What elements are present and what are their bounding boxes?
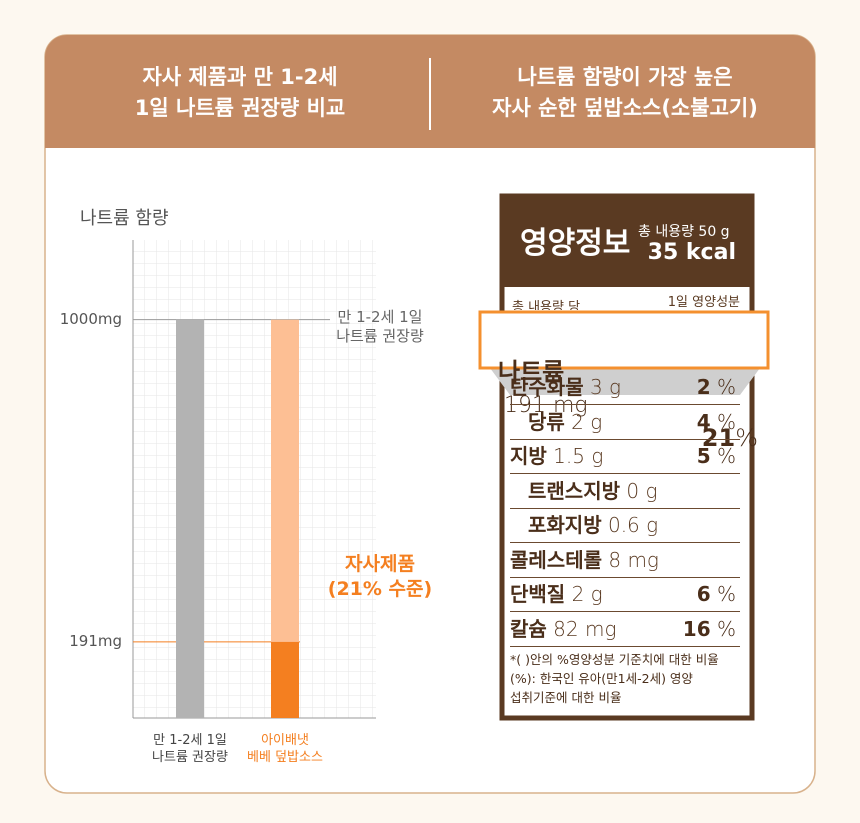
nutrient-name: 당류 [528, 409, 565, 434]
col-right: 1일 영양성분 [667, 295, 740, 310]
nutrient-name: 포화지방 [528, 513, 602, 537]
nutrient-amount: 8 mg [608, 547, 659, 572]
highlight-box [478, 310, 770, 370]
nutrient-percent: 16 [682, 616, 711, 641]
highlight-row: 나트륨 191 mg 21% [498, 324, 758, 454]
nutrient-row: 칼슘 82 mg 16 % [510, 612, 740, 647]
nutrient-row: 지방 1.5 g 5 % [510, 439, 740, 474]
nutrient-row: 탄수화물 3 g 2 % [510, 370, 740, 405]
nutrient-name: 트랜스지방 [528, 478, 620, 503]
highlight-shadow [490, 368, 760, 395]
highlight-unit: % [735, 424, 758, 452]
nutrition-kcal: 35 kcal [647, 240, 736, 265]
nutrient-amount: 1.5 g [553, 444, 604, 468]
bar [271, 641, 299, 718]
nutrient-row: 당류 2 g 4 % [510, 405, 740, 440]
x-tick-label: 아이배냇 베베 덮밥소스 [247, 733, 323, 765]
nutrient-name: 콜레스테롤 [510, 547, 602, 572]
nutrient-percent-wrap: 5 % [697, 439, 736, 473]
annotation: 만 1-2세 1일 나트륨 권장량 [336, 307, 424, 345]
footnote: *( )안의 %영양성분 기준치에 대한 비율 (%): 한국인 유아(만1세-… [510, 652, 719, 705]
nutrient-percent: 4 [696, 409, 711, 434]
nutrient-unit: % [716, 582, 736, 606]
nutrient-row: 콜레스테롤 8 mg [510, 543, 740, 578]
highlight-percent: 21 [701, 424, 736, 452]
y-label: 나트륨 함량 [80, 208, 169, 229]
nutrient-amount: 0.6 g [607, 513, 659, 537]
nutrient-percent-wrap: 6 % [697, 577, 736, 611]
nutrient-amount: 0 g [626, 478, 658, 503]
nutrient-name: 탄수화물 [510, 375, 584, 399]
header-right: 나트륨 함량이 가장 높은 자사 순한 덮밥소스(소불고기) [492, 65, 758, 120]
header-left: 자사 제품과 만 1-2세 1일 나트륨 권장량 비교 [134, 65, 346, 120]
nutrient-name: 단백질 [510, 582, 566, 606]
nutrient-percent: 2 [696, 375, 711, 399]
col-left: 총 내용량 당 [512, 300, 581, 310]
nutrient-percent-wrap: 2 % [697, 370, 736, 404]
nutrient-row: 단백질 2 g 6 % [510, 577, 740, 612]
nutrient-amount: 82 mg [553, 616, 617, 641]
nutrient-unit: % [716, 409, 736, 434]
nutrient-percent-wrap: 16 % [683, 612, 736, 646]
nutrient-unit: % [716, 444, 736, 468]
nutrient-percent: 6 [696, 582, 711, 606]
nutrient-unit: % [716, 616, 736, 641]
highlight-amount: 191 mg [504, 393, 588, 418]
annotation: 자사제품 (21% 수준) [327, 552, 433, 600]
nutrient-percent-wrap: 4 % [697, 405, 736, 439]
nutrient-name: 칼슘 [510, 616, 547, 641]
nutrient-row: 트랜스지방 0 g [510, 474, 740, 509]
y-tick-label: 191mg [69, 631, 122, 650]
nutrient-percent: 5 [696, 444, 711, 468]
nutrient-amount: 2 g [571, 582, 603, 606]
highlight-name: 나트륨 [498, 358, 565, 386]
nutrient-amount: 2 g [571, 409, 603, 434]
y-tick-label: 1000mg [59, 309, 122, 328]
nutrient-unit: % [716, 375, 736, 399]
nutrition-total: 총 내용량 50 g [638, 224, 730, 240]
nutrient-name: 지방 [510, 444, 547, 468]
x-tick-label: 만 1-2세 1일 나트륨 권장량 [152, 733, 228, 765]
nutrient-row: 포화지방 0.6 g [510, 508, 740, 543]
nutrient-amount: 3 g [589, 375, 622, 399]
bar [176, 319, 204, 718]
nutrition-header [502, 196, 752, 287]
nutrition-title: 영양정보 [520, 226, 631, 261]
